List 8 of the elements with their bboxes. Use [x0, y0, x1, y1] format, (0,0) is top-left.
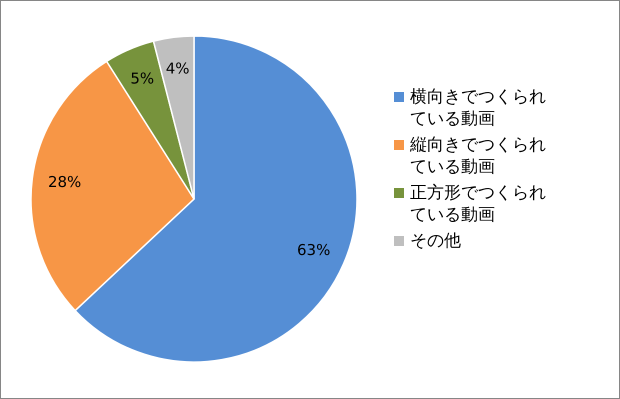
- data-label: 28%: [48, 172, 82, 191]
- data-label: 63%: [297, 240, 330, 259]
- data-label: 4%: [166, 60, 190, 78]
- legend-label: 正方形でつくられている動画: [410, 183, 546, 225]
- legend-label: その他: [410, 231, 461, 251]
- data-label: 5%: [130, 69, 154, 88]
- legend-label: 縦向きでつくられている動画: [410, 135, 546, 177]
- legend-label: 横向きでつくられている動画: [410, 87, 546, 129]
